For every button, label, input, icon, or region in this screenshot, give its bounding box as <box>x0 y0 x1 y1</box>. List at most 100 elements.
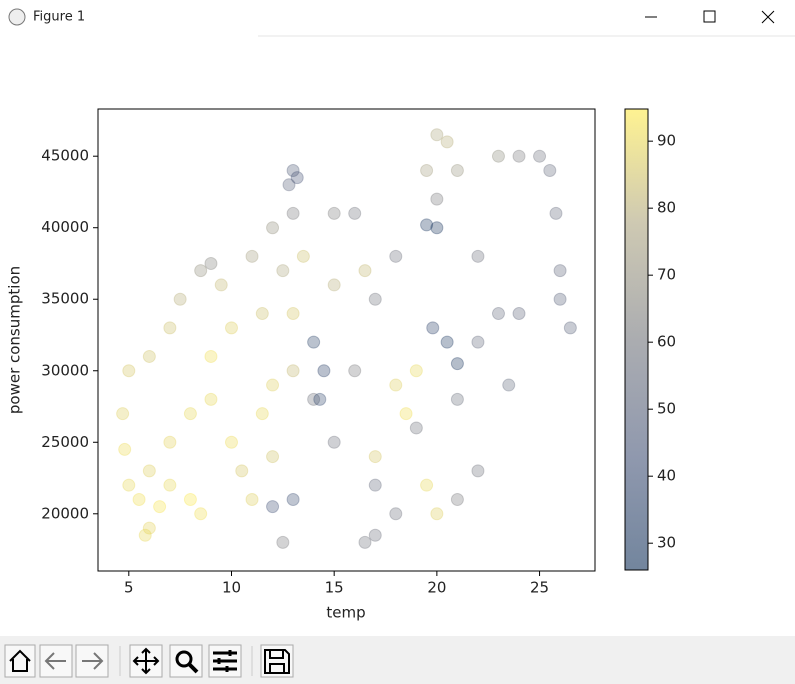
scatter-point <box>409 421 423 435</box>
scatter-point <box>116 407 130 421</box>
scatter-point <box>138 528 152 542</box>
scatter-point <box>224 435 238 449</box>
scatter-point <box>430 507 444 521</box>
y-tick-label: 35000 <box>41 290 89 308</box>
scatter-point <box>266 450 280 464</box>
y-tick-label: 25000 <box>41 433 89 451</box>
scatter-point <box>450 164 464 178</box>
scatter-point <box>327 435 341 449</box>
x-tick-label: 25 <box>530 579 549 597</box>
colorbar-tick-label: 30 <box>657 534 676 552</box>
y-tick-label: 45000 <box>41 147 89 165</box>
scatter-point <box>286 307 300 321</box>
scatter-point <box>266 500 280 514</box>
maximize-button[interactable] <box>703 10 716 23</box>
scatter-point <box>286 364 300 378</box>
toolbar <box>0 636 795 684</box>
scatter-point <box>214 278 228 292</box>
scatter-point <box>183 492 197 506</box>
scatter-point <box>296 249 310 263</box>
axes-frame <box>97 108 596 572</box>
scatter-point <box>491 149 505 163</box>
scatter-point <box>235 464 249 478</box>
home-icon <box>9 649 31 672</box>
scatter-point <box>286 492 300 506</box>
scatter-point <box>204 349 218 363</box>
scatter-point <box>430 221 444 235</box>
x-tick-label: 15 <box>325 579 344 597</box>
window-title: Figure 1 <box>33 10 85 25</box>
scatter-point <box>286 164 300 178</box>
scatter-point <box>327 278 341 292</box>
colorbar-tick-label: 60 <box>657 333 676 351</box>
forward-icon <box>82 652 104 670</box>
colorbar-tick-label: 80 <box>657 199 676 217</box>
configure-icon <box>213 650 237 672</box>
scatter-point <box>512 149 526 163</box>
scatter-point <box>173 292 187 306</box>
scatter-point <box>512 307 526 321</box>
scatter-point <box>313 392 327 406</box>
toolbar-buttons <box>4 644 294 678</box>
scatter-point <box>358 264 372 278</box>
scatter-point <box>409 364 423 378</box>
scatter-point <box>440 135 454 149</box>
scatter-point <box>430 192 444 206</box>
save-icon <box>264 649 290 674</box>
scatter-point <box>450 392 464 406</box>
scatter-point <box>348 364 362 378</box>
scatter-point <box>543 164 557 178</box>
scatter-point <box>327 206 341 220</box>
back-icon <box>44 652 66 670</box>
colorbar <box>624 108 649 571</box>
scatter-point <box>153 500 167 514</box>
scatter-point <box>502 378 516 392</box>
zoom-button[interactable] <box>169 644 203 678</box>
close-button[interactable] <box>761 10 775 24</box>
scatter-point <box>286 206 300 220</box>
scatter-point <box>204 392 218 406</box>
scatter-point <box>142 521 156 535</box>
scatter-point <box>420 164 434 178</box>
scatter-point <box>118 442 132 456</box>
app-icon <box>8 8 26 26</box>
colorbar-tick-label: 90 <box>657 132 676 150</box>
scatter-point <box>163 478 177 492</box>
scatter-point <box>307 392 321 406</box>
scatter-point <box>142 349 156 363</box>
scatter-point <box>122 478 136 492</box>
scatter-point <box>471 335 485 349</box>
colorbar-tick-label: 70 <box>657 266 676 284</box>
colorbar-tick-label: 40 <box>657 467 676 485</box>
scatter-point <box>368 528 382 542</box>
scatter-point <box>194 264 208 278</box>
scatter-point <box>276 264 290 278</box>
scatter-point <box>440 335 454 349</box>
x-tick-label: 5 <box>124 579 134 597</box>
scatter-point <box>204 256 218 270</box>
scatter-point <box>549 206 563 220</box>
scatter-point <box>430 128 444 142</box>
scatter-point <box>266 221 280 235</box>
x-tick-label: 10 <box>222 579 241 597</box>
colorbar-tick-label: 50 <box>657 400 676 418</box>
scatter-point <box>471 249 485 263</box>
scatter-point <box>245 249 259 263</box>
scatter-point <box>163 321 177 335</box>
scatter-point <box>450 357 464 371</box>
scatter-point <box>348 206 362 220</box>
scatter-point <box>533 149 547 163</box>
scatter-point <box>450 492 464 506</box>
scatter-point <box>255 307 269 321</box>
scatter-point <box>194 507 208 521</box>
scatter-point <box>282 178 296 192</box>
scatter-point <box>420 478 434 492</box>
scatter-point <box>389 378 403 392</box>
scatter-point <box>368 478 382 492</box>
scatter-point <box>122 364 136 378</box>
scatter-point <box>471 464 485 478</box>
scatter-point <box>307 335 321 349</box>
x-tick-label: 20 <box>427 579 446 597</box>
